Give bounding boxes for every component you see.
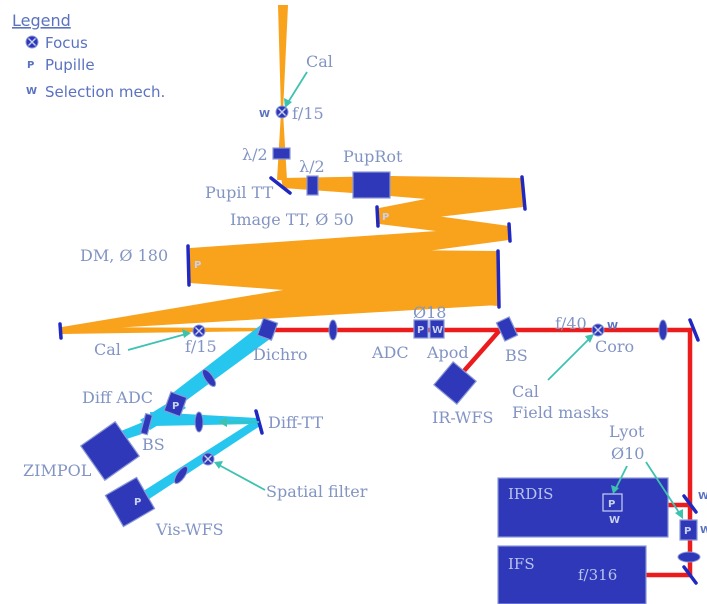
label-f15-top: f/15 [292, 104, 324, 123]
label-zimpol: ZIMPOL [23, 461, 92, 480]
label-diff-tt: Diff-TT [268, 413, 324, 432]
half-wave-plate-1 [272, 147, 291, 160]
label-vis-wfs: Vis-WFS [155, 520, 224, 539]
label-bs-ir: BS [505, 346, 528, 365]
lens-adc [328, 319, 338, 341]
common-path-beam [62, 5, 523, 334]
image-tt-pupil-glyph: P [382, 212, 389, 223]
label-adc: ADC [371, 343, 409, 362]
ifs-label: IFS [508, 555, 535, 573]
label-cal-mid: Cal [94, 340, 121, 359]
focus-markers [192, 105, 605, 466]
label-d10: Ø10 [611, 444, 644, 463]
focus-icon [591, 323, 605, 337]
lenses [173, 319, 701, 563]
fold-mirror-right [688, 318, 700, 342]
legend-pupil-glyph: P [27, 60, 34, 71]
label-spatial-filter: Spatial filter [266, 482, 368, 501]
irdis-pupil-block [602, 493, 623, 512]
label-bs-vis: BS [142, 435, 165, 454]
legend: Legend Focus P Pupille W Selection mech. [12, 11, 165, 101]
zimpol-component [79, 420, 141, 482]
irdis-fold-mirror [682, 494, 698, 514]
lens-vis-2 [194, 411, 204, 433]
label-w-right-2: W [700, 525, 707, 536]
ir-wfs-component [433, 361, 477, 405]
focus-icon [25, 35, 39, 49]
lens-coro [658, 319, 668, 341]
irdis-selection-glyph: W [609, 515, 620, 526]
lyot-pupil-block [679, 519, 698, 541]
label-apod: Apod [426, 343, 469, 362]
f316-label: f/316 [578, 566, 617, 584]
labels: Cal W f/15 λ/2 λ/2 PupRot Pupil TT Image… [23, 52, 707, 539]
adc-pupil-block [413, 319, 429, 339]
component-glyphs: P P P W P P P W P [134, 212, 691, 537]
label-f40: f/40 [555, 314, 587, 333]
legend-title: Legend [12, 11, 71, 30]
pupil-tt-mirror [269, 176, 292, 195]
lens-vis-3 [173, 465, 189, 485]
legend-selection-glyph: W [26, 86, 37, 97]
label-pupil-tt: Pupil TT [205, 183, 274, 202]
focus-icon [201, 452, 215, 466]
legend-focus: Focus [45, 34, 88, 52]
irdis-pupil-glyph: P [608, 499, 615, 510]
annotation-arrows [127, 71, 683, 519]
diff-adc-component [163, 391, 188, 418]
label-half-wave-1: λ/2 [242, 145, 268, 164]
label-lyot: Lyot [609, 422, 645, 441]
bs-ir-component [495, 316, 519, 342]
legend-selection: Selection mech. [45, 83, 165, 101]
fold-mirror-2 [507, 222, 512, 243]
fold-mirror-1 [520, 175, 527, 211]
apod-selection-glyph: W [432, 325, 443, 336]
label-w-coro: W [607, 321, 618, 332]
adc-pupil-glyph: P [417, 325, 424, 336]
label-dm: DM, Ø 180 [80, 246, 168, 265]
lens-ifs [677, 551, 701, 563]
label-w-right-1: W [698, 491, 707, 502]
puprot-component [352, 171, 391, 199]
ifs-box: IFS f/316 [497, 545, 647, 604]
label-puprot: PupRot [343, 147, 403, 166]
dichroic-component [256, 317, 279, 341]
vis-wfs-component [104, 476, 156, 528]
diff-adc-pupil-glyph: P [172, 401, 179, 412]
label-cal-field: Cal [512, 382, 539, 401]
label-dichro: Dichro [253, 345, 308, 364]
label-f15-mid: f/15 [185, 337, 217, 356]
ifs-fold-mirror [682, 565, 698, 585]
bs-vis-component [139, 412, 154, 436]
lens-vis-1 [201, 368, 217, 388]
apod-selection-block [429, 319, 445, 339]
label-coro: Coro [595, 337, 634, 356]
label-cal-top: Cal [306, 52, 333, 71]
focus-icon [275, 105, 289, 119]
label-half-wave-2: λ/2 [299, 157, 325, 176]
label-diff-adc: Diff ADC [82, 388, 153, 407]
label-d18: Ø18 [413, 303, 446, 322]
dm-mirror [186, 244, 191, 287]
irdis-box: IRDIS [497, 477, 669, 538]
vis-wfs-pupil-glyph: P [134, 497, 141, 508]
fold-mirror-3 [496, 249, 501, 309]
mirrors [58, 175, 700, 585]
lyot-pupil-glyph: P [684, 526, 691, 537]
components [79, 147, 698, 541]
irdis-label: IRDIS [508, 485, 553, 503]
image-tt-mirror [375, 205, 380, 228]
dm-pupil-glyph: P [194, 260, 201, 271]
label-field-masks: Field masks [512, 403, 609, 422]
label-ir-wfs: IR-WFS [432, 408, 493, 427]
label-w-top: W [259, 109, 270, 120]
legend-pupil: Pupille [45, 56, 95, 74]
fold-mirror-left [58, 322, 63, 340]
half-wave-plate-2 [306, 175, 319, 196]
label-image-tt: Image TT, Ø 50 [230, 210, 354, 229]
focus-icon [192, 324, 206, 338]
